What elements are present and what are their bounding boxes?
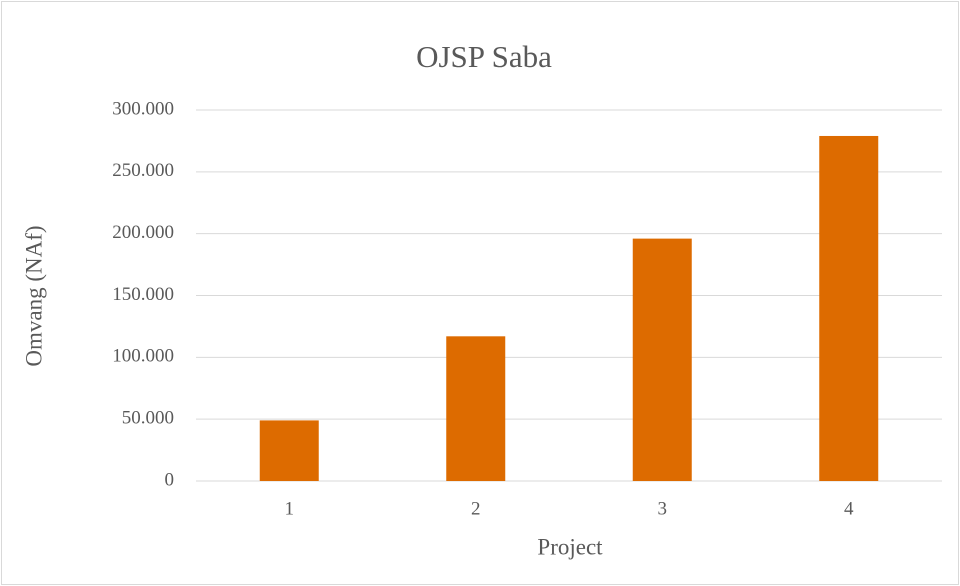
y-axis-label: Omvang (NAf) <box>21 225 46 366</box>
y-tick-label: 250.000 <box>112 160 174 181</box>
bar <box>446 336 506 481</box>
x-tick-label: 4 <box>844 498 854 519</box>
y-tick-label: 100.000 <box>112 346 174 367</box>
y-tick-label: 150.000 <box>112 284 174 305</box>
x-tick-label: 1 <box>285 498 295 519</box>
x-tick-label: 3 <box>658 498 668 519</box>
y-tick-label: 300.000 <box>112 98 174 119</box>
x-tick-label: 2 <box>471 498 481 519</box>
x-axis-label: Project <box>537 534 603 559</box>
y-tick-label: 50.000 <box>122 408 174 429</box>
chart-title: OJSP Saba <box>416 39 552 74</box>
bar <box>632 238 692 481</box>
y-tick-label: 200.000 <box>112 222 174 243</box>
bar <box>259 420 319 481</box>
y-tick-label: 0 <box>165 469 175 490</box>
bar <box>819 135 879 481</box>
